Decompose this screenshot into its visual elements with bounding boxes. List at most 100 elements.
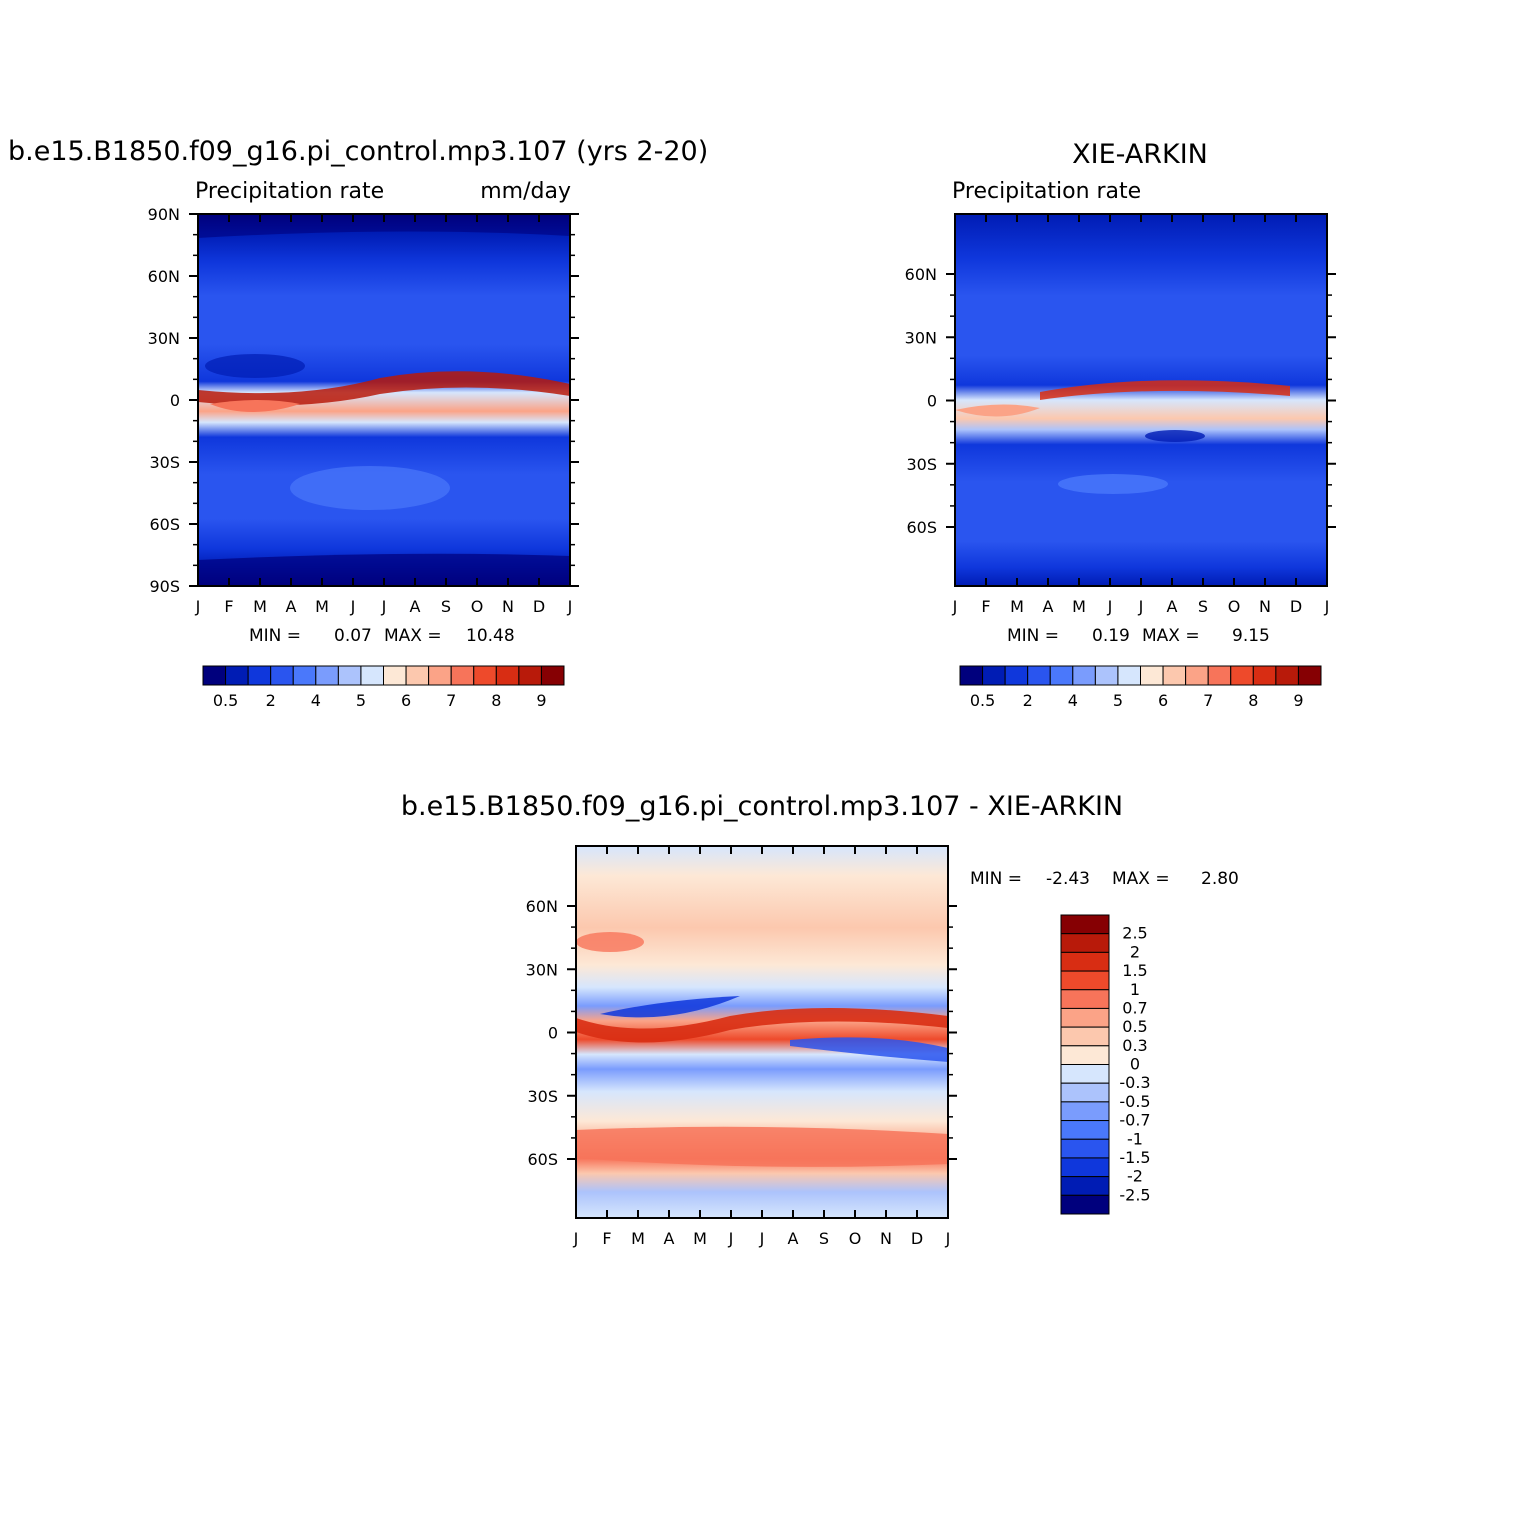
colorbar-swatch: [1060, 1138, 1110, 1159]
y-tick-label: 30S: [527, 1087, 558, 1106]
x-tick-label: N: [880, 1229, 892, 1248]
dry-anomaly-south: [790, 1037, 948, 1062]
colorbar-label: -0.3: [1119, 1073, 1150, 1092]
colorbar-swatch: [450, 665, 475, 686]
y-tick-label: 60N: [148, 267, 180, 286]
colorbar-swatch: [1060, 1007, 1110, 1028]
x-tick-label: J: [350, 597, 356, 616]
x-tick-label: M: [631, 1229, 645, 1248]
colorbar-label: -1.5: [1119, 1148, 1150, 1167]
colorbar-label: 0.7: [1122, 998, 1147, 1017]
x-tick-label: S: [819, 1229, 829, 1248]
x-tick-label: M: [315, 597, 329, 616]
itcz-band: [576, 1008, 948, 1043]
southern-wet-band: [576, 1126, 948, 1167]
x-tick-label: A: [788, 1229, 799, 1248]
colorbar-swatch: [337, 665, 362, 686]
x-tick-label: N: [1259, 597, 1271, 616]
colorbar-swatch: [1207, 665, 1232, 686]
x-tick-label: O: [1228, 597, 1241, 616]
colorbar-swatch: [360, 665, 384, 686]
colorbar-label: 6: [401, 691, 411, 710]
colorbar-label: 2: [266, 691, 276, 710]
panel-title: b.e15.B1850.f09_g16.pi_control.mp3.107 -…: [401, 791, 1123, 822]
colorbar-swatch: [540, 665, 565, 686]
colorbar-swatch: [202, 665, 227, 686]
colorbar-label: -1: [1127, 1129, 1143, 1148]
x-tick-label: J: [381, 597, 387, 616]
max-label: MAX =: [1142, 626, 1200, 646]
y-tick-label: 0: [548, 1024, 558, 1043]
colorbar-swatch: [518, 665, 542, 686]
x-tick-label: J: [195, 597, 201, 616]
x-tick-label: F: [981, 597, 990, 616]
colorbar-swatch: [315, 665, 339, 686]
min-value: 0.19: [1092, 626, 1130, 646]
colorbar: 0.5 2 4 5 6 7 8 9: [959, 665, 1322, 710]
y-tick-label: 90N: [148, 205, 180, 224]
colorbar-swatch: [1060, 1045, 1110, 1065]
x-tick-label: A: [1043, 597, 1054, 616]
min-value: -2.43: [1046, 869, 1090, 889]
panel-subtitle: Precipitation rate: [952, 179, 1141, 204]
difference-panel: b.e15.B1850.f09_g16.pi_control.mp3.107 -…: [401, 791, 1239, 1248]
colorbar-swatch: [1094, 665, 1119, 686]
colorbar-swatch: [1185, 665, 1209, 686]
colorbar-swatch: [1060, 970, 1110, 991]
x-tick-label: S: [441, 597, 451, 616]
y-tick-label: 60N: [905, 265, 937, 284]
dry-anomaly-north: [600, 996, 740, 1018]
colorbar-label: 0: [1130, 1055, 1140, 1074]
x-tick-label: F: [602, 1229, 611, 1248]
colorbar-swatch: [959, 665, 984, 686]
colorbar-swatch: [1049, 665, 1074, 686]
panel-title: XIE-ARKIN: [1072, 139, 1208, 170]
x-tick-label: J: [728, 1229, 734, 1248]
colorbar-swatch: [225, 665, 249, 686]
itcz-south-band: [210, 400, 300, 412]
y-tick-label: 0: [927, 392, 937, 411]
colorbar-swatch: [383, 665, 407, 686]
x-tick-label: J: [567, 597, 573, 616]
max-label: MAX =: [384, 626, 442, 646]
max-value: 10.48: [466, 626, 515, 646]
x-tick-label: M: [1010, 597, 1024, 616]
y-tick-label: 30N: [148, 329, 180, 348]
y-axis: 60N 30N 0 30S 60S: [905, 265, 1336, 537]
max-value: 9.15: [1232, 626, 1270, 646]
y-tick-label: 30S: [149, 453, 180, 472]
x-tick-label: J: [573, 1229, 579, 1248]
max-label: MAX =: [1112, 869, 1170, 889]
colorbar-label: -2.5: [1119, 1185, 1150, 1204]
y-tick-label: 30N: [526, 960, 558, 979]
colorbar-label: 4: [1068, 691, 1078, 710]
colorbar-label: 4: [311, 691, 321, 710]
panel-subtitle: Precipitation rate: [195, 179, 384, 204]
y-tick-label: 0: [170, 391, 180, 410]
colorbar-label: 5: [1113, 691, 1123, 710]
colorbar-swatch: [1027, 665, 1051, 686]
min-label: MIN =: [1007, 626, 1059, 646]
model-panel: b.e15.B1850.f09_g16.pi_control.mp3.107 (…: [8, 136, 708, 710]
colorbar-swatch: [292, 665, 317, 686]
colorbar-label: 2.5: [1122, 924, 1147, 943]
itcz-south-band: [955, 404, 1040, 417]
y-tick-label: 60S: [149, 515, 180, 534]
colorbar-swatch: [1252, 665, 1277, 686]
colorbar-label: 7: [1203, 691, 1213, 710]
colorbar-swatch: [495, 665, 520, 686]
plot-area: [576, 846, 948, 1218]
colorbar-swatch: [1060, 1082, 1110, 1103]
colorbar-label: -0.7: [1119, 1111, 1150, 1130]
x-tick-label: J: [952, 597, 958, 616]
colorbar-swatch: [1297, 665, 1322, 686]
colorbar-label: 9: [1293, 691, 1303, 710]
colorbar-swatch: [1060, 1101, 1110, 1122]
x-tick-label: J: [759, 1229, 765, 1248]
dry-patch: [1145, 430, 1205, 442]
colorbar-swatch: [1230, 665, 1254, 686]
colorbar-swatch: [1140, 665, 1164, 686]
colorbar-swatch: [270, 665, 294, 686]
